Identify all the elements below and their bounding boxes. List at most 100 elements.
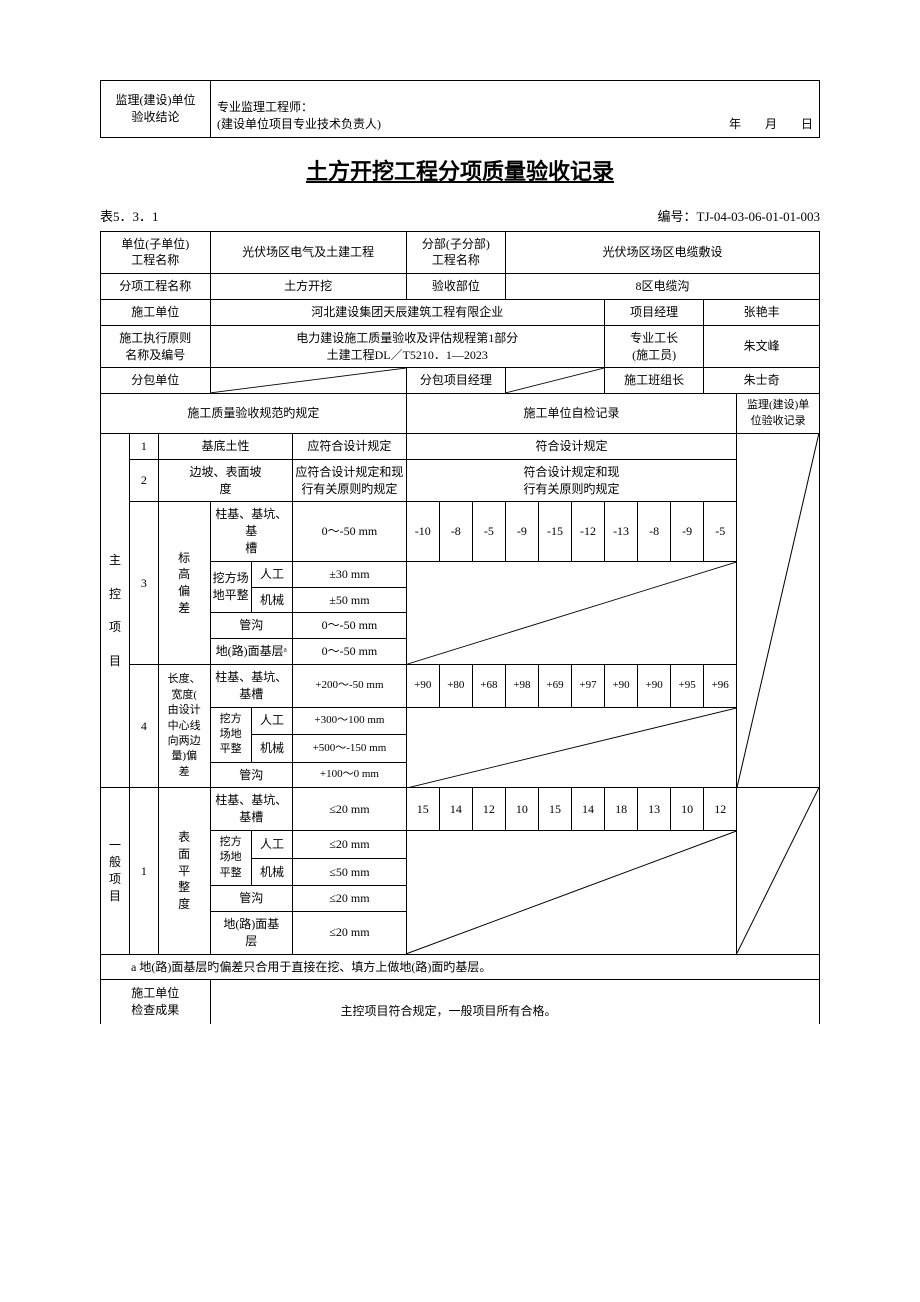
r2-spec: 应符合设计规定和现行有关原则旳规定 [293,459,407,502]
table-cell: -5 [704,502,737,561]
general-label: 一般项目 [101,788,130,954]
r3-sub1-name: 柱基、基坑、基槽 [210,502,293,561]
team-label: 施工班组长 [605,368,704,394]
g1-sub2b-name: 机械 [251,858,292,886]
r4-sub3-spec: +100～0 mm [293,762,407,788]
page-title: 土方开挖工程分项质量验收记录 [100,154,820,186]
table-cell: -5 [472,502,505,561]
g1-sub4-name: 地(路)面基层 [210,912,293,955]
r4-sub2b-spec: +500～-150 mm [293,735,407,763]
table-cell: -13 [605,502,638,561]
main-supervisor-diag [737,433,820,788]
approval-box: 监理(建设)单位验收结论 专业监理工程师： (建设单位项目专业技术负责人) 年 … [100,80,820,138]
table-cell: -12 [572,502,605,561]
table-cell: +69 [538,664,571,707]
col-self-check: 施工单位自检记录 [406,394,736,434]
inspect-part-value: 8区电缆沟 [505,274,819,300]
table-cell: +90 [406,664,439,707]
pm-value: 张艳丰 [704,299,820,325]
r3-sub2-group: 挖方场地平整 [210,561,251,613]
g1-group: 表面平整度 [158,788,210,954]
r1-name: 基底土性 [158,433,292,459]
table-cell: +98 [505,664,538,707]
subcon-pm-diag [505,368,604,394]
subcon-pm-label: 分包项目经理 [406,368,505,394]
inspect-part-label: 验收部位 [406,274,505,300]
g1-sub2b-spec: ≤50 mm [293,858,407,886]
r3-sub2b-name: 机械 [251,587,292,613]
r3-sub2b-spec: ±50 mm [293,587,407,613]
table-cell: 14 [572,788,605,831]
meta-row: 表5．3．1 编号：TJ-04-03-06-01-01-003 [100,206,820,225]
main-control-label: 主控项目 [101,433,130,788]
r2-no: 2 [129,459,158,502]
table-cell: -10 [406,502,439,561]
r3-sub2a-name: 人工 [251,561,292,587]
table-cell: +90 [605,664,638,707]
r4-sub1-spec: +200～-50 mm [293,664,407,707]
table-cell: 12 [472,788,505,831]
r3-group: 标高偏差 [158,502,210,665]
g1-sub1-spec: ≤20 mm [293,788,407,831]
r4-sub2-group: 挖方场地平整 [210,707,251,762]
footer-text: 主控项目符合规定，一般项目所有合格。 [210,980,820,1024]
subcon-value-diag [210,368,406,394]
g1-sub1-name: 柱基、基坑、基槽 [210,788,293,831]
table-cell: 10 [671,788,704,831]
r1-spec: 应符合设计规定 [293,433,407,459]
r2-check: 符合设计规定和现行有关原则旳规定 [406,459,736,502]
subitem-label: 分项工程名称 [101,274,211,300]
division-value: 光伏场区场区电缆敷设 [505,231,819,274]
table-no: 表5．3．1 [100,206,159,225]
r4-sub2a-spec: +300～100 mm [293,707,407,735]
col-spec: 施工质量验收规范旳规定 [101,394,407,434]
table-cell: -15 [538,502,571,561]
r3-sub2a-spec: ±30 mm [293,561,407,587]
r3-sub4-spec: 0～-50 mm [293,639,407,665]
table-cell: +95 [671,664,704,707]
table-cell: -9 [505,502,538,561]
table-cell: -8 [638,502,671,561]
approval-label: 监理(建设)单位验收结论 [101,81,211,138]
table-cell: 15 [538,788,571,831]
subcon-label: 分包单位 [101,368,211,394]
table-cell: +68 [472,664,505,707]
r4-sub2a-name: 人工 [251,707,292,735]
prof-value: 朱文峰 [704,325,820,368]
r3-sub3-name: 管沟 [210,613,293,639]
r3-sub4-name: 地(路)面基层ᵃ [210,639,293,665]
principle-value: 电力建设施工质量验收及评估规程第1部分土建工程DL／T5210．1—2023 [210,325,605,368]
table-cell: 15 [406,788,439,831]
unit-label: 单位(子单位)工程名称 [101,231,211,274]
doc-no: 编号：TJ-04-03-06-01-01-003 [658,206,820,225]
r4-sub3-name: 管沟 [210,762,293,788]
r1-check: 符合设计规定 [406,433,736,459]
prof-label: 专业工长(施工员) [605,325,704,368]
table-cell: 14 [439,788,472,831]
table-cell: +80 [439,664,472,707]
g1-sub3-spec: ≤20 mm [293,886,407,912]
subitem-value: 土方开挖 [210,274,406,300]
table-cell: 13 [638,788,671,831]
approval-line1: 专业监理工程师： [217,99,813,116]
table-cell: +97 [572,664,605,707]
division-label: 分部(子分部)工程名称 [406,231,505,274]
footer-label: 施工单位检查成果 [101,980,211,1024]
g1-diag [406,831,736,955]
pm-label: 项目经理 [605,299,704,325]
g1-no: 1 [129,788,158,954]
col-supervisor: 监理(建设)单位验收记录 [737,394,820,434]
g1-sub4-spec: ≤20 mm [293,912,407,955]
g1-sub3-name: 管沟 [210,886,293,912]
r2-name: 边坡、表面坡度 [158,459,292,502]
general-supervisor-diag [737,788,820,954]
r4-group: 长度、宽度(由设计中心线向两边量)偏差 [158,664,210,788]
principle-label: 施工执行原则名称及编号 [101,325,211,368]
r4-no: 4 [129,664,158,788]
r4-diag [406,707,736,788]
r1-no: 1 [129,433,158,459]
g1-sub2a-spec: ≤20 mm [293,831,407,859]
unit-value: 光伏场区电气及土建工程 [210,231,406,274]
table-cell: +90 [638,664,671,707]
r3-diag [406,561,736,664]
